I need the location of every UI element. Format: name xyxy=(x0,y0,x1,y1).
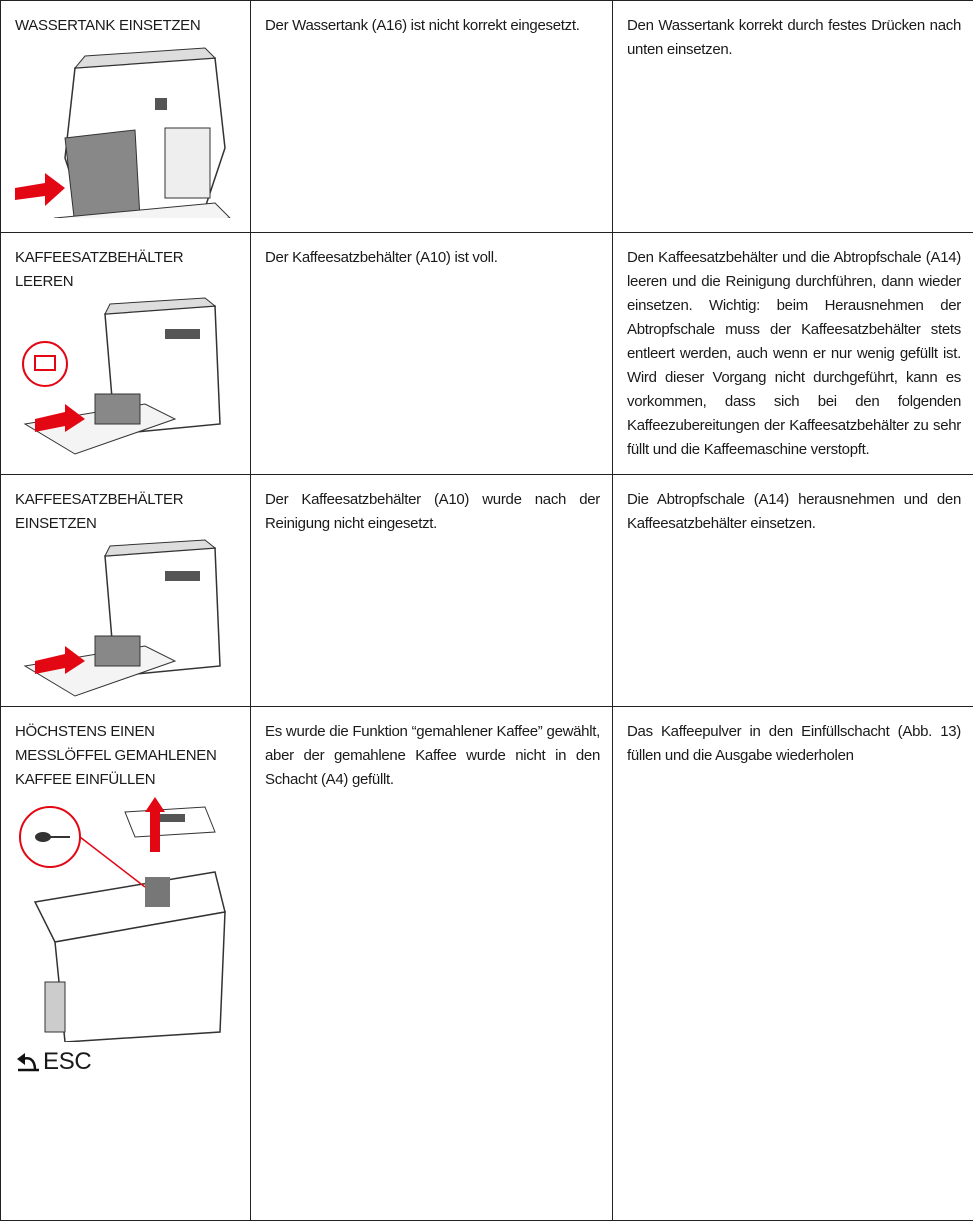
message-cell: KAFFEESATZBEHÄLTER EINSETZEN xyxy=(1,475,251,707)
cause: Der Wassertank (A16) ist nicht korrekt e… xyxy=(251,1,613,233)
solution: Den Wassertank korrekt durch festes Drüc… xyxy=(613,1,973,233)
page: WASSERTANK EINSETZEN Der Wassertank (A16… xyxy=(0,0,973,1136)
solution: Die Abtropfschale (A14) herausnehmen und… xyxy=(613,475,973,707)
solution: Das Kaffeepulver in den Einfüllschacht (… xyxy=(613,707,973,1221)
cause: Der Kaffeesatzbehälter (A10) ist voll. xyxy=(251,233,613,475)
row: KAFFEESATZBEHÄLTER EINSETZEN Der Kaffees… xyxy=(1,475,973,707)
esc-label: ESC xyxy=(43,1050,91,1074)
cause: Der Kaffeesatzbehälter (A10) wurde nach … xyxy=(251,475,613,707)
esc-button[interactable]: ESC xyxy=(15,1050,238,1074)
message: WASSERTANK EINSETZEN xyxy=(15,14,238,38)
solution: Den Kaffeesatzbehälter und die Abtropfsc… xyxy=(613,233,973,475)
message: KAFFEESATZBEHÄLTER LEEREN xyxy=(15,246,238,294)
illustration xyxy=(15,536,235,706)
illustration xyxy=(15,792,235,1042)
illustration xyxy=(15,38,235,218)
illustration xyxy=(15,294,235,464)
message-cell: HÖCHSTENS EINEN MESSLÖFFEL GEMAHLENEN KA… xyxy=(1,707,251,1221)
message: KAFFEESATZBEHÄLTER EINSETZEN xyxy=(15,488,238,536)
message-cell: WASSERTANK EINSETZEN xyxy=(1,1,251,233)
back-icon xyxy=(15,1051,41,1073)
message-cell: KAFFEESATZBEHÄLTER LEEREN xyxy=(1,233,251,475)
message: HÖCHSTENS EINEN MESSLÖFFEL GEMAHLENEN KA… xyxy=(15,720,238,792)
row: WASSERTANK EINSETZEN Der Wassertank (A16… xyxy=(1,1,973,233)
row: HÖCHSTENS EINEN MESSLÖFFEL GEMAHLENEN KA… xyxy=(1,707,973,1221)
cause: Es wurde die Funktion “gemahlener Kaffee… xyxy=(251,707,613,1221)
row: KAFFEESATZBEHÄLTER LEEREN Der Kaffeesatz… xyxy=(1,233,973,475)
